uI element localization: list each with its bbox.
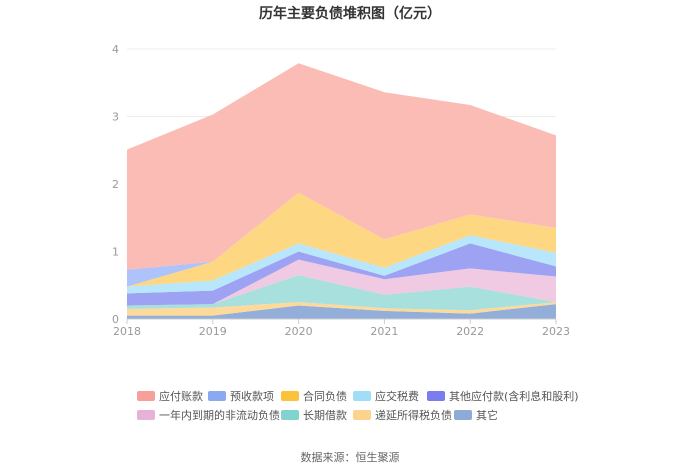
x-tick-label: 2019 [199, 325, 227, 338]
axes: 0 1 2 3 4 2018 2019 2020 2021 2022 2023 [112, 43, 570, 338]
area-series-2 [127, 275, 556, 311]
legend-item[interactable]: 递延所得税负债 [353, 408, 452, 422]
legend-label: 递延所得税负债 [375, 408, 452, 422]
x-tick-label: 2018 [113, 325, 141, 338]
area-series-4 [127, 243, 556, 306]
legend-item[interactable]: 应交税费 [353, 389, 419, 403]
area-series-5 [127, 235, 556, 294]
y-tick-label: 3 [112, 111, 119, 124]
legend-swatch [353, 391, 371, 401]
data-source: 数据来源：恒生聚源 [301, 450, 400, 464]
legend-swatch [208, 391, 226, 401]
legend-swatch [454, 410, 472, 420]
legend-label: 应付账款 [159, 389, 203, 403]
legend-item[interactable]: 其它 [454, 408, 498, 422]
y-tick-label: 4 [112, 43, 119, 56]
legend-swatch [353, 410, 371, 420]
legend-label: 合同负债 [303, 389, 347, 403]
y-tick-label: 2 [112, 178, 119, 191]
legend-label: 应交税费 [375, 389, 419, 403]
area-series-6 [127, 192, 556, 287]
chart-title: 历年主要负债堆积图（亿元） [259, 5, 441, 22]
area-series-1 [127, 302, 556, 316]
legend-item[interactable]: 预收款项 [208, 389, 274, 403]
area-series-8 [127, 63, 556, 270]
y-tick-label: 0 [112, 313, 119, 326]
legend-item[interactable]: 其他应付款(含利息和股利) [427, 389, 579, 403]
legend-swatch [137, 410, 155, 420]
area-series-0 [127, 304, 556, 319]
legend-item[interactable]: 合同负债 [281, 389, 347, 403]
legend-label: 一年内到期的非流动负债 [159, 408, 280, 422]
x-tick-label: 2021 [370, 325, 398, 338]
legend-item[interactable]: 一年内到期的非流动负债 [137, 408, 280, 422]
legend-swatch [281, 410, 299, 420]
y-tick-label: 1 [112, 246, 119, 259]
legend-label: 其他应付款(含利息和股利) [449, 389, 579, 403]
x-tick-label: 2023 [542, 325, 570, 338]
legend-swatch [281, 391, 299, 401]
legend-swatch [427, 391, 445, 401]
x-tick-label: 2020 [285, 325, 313, 338]
legend-label: 其它 [476, 408, 498, 422]
area-series-3 [127, 259, 556, 306]
legend-label: 长期借款 [303, 408, 347, 422]
legend: 应付账款 预收款项 合同负债 应交税费 其他应付款(含利息和股利) 一年内到期的非流动负债… [137, 389, 579, 422]
legend-label: 预收款项 [230, 389, 274, 403]
legend-item[interactable]: 应付账款 [137, 389, 203, 403]
legend-swatch [137, 391, 155, 401]
area-series-group [127, 63, 556, 319]
legend-item[interactable]: 长期借款 [281, 408, 347, 422]
x-tick-label: 2022 [456, 325, 484, 338]
